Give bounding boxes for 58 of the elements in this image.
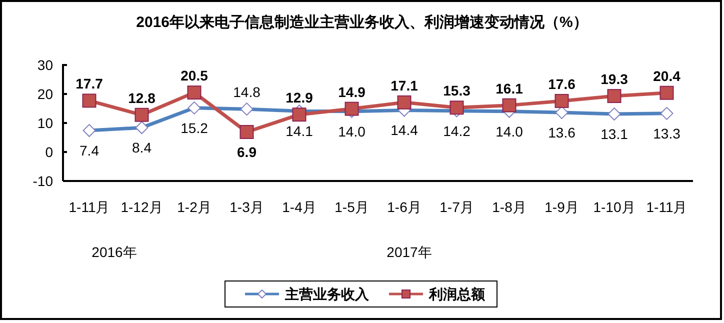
text: 2017年 <box>386 244 432 260</box>
data-label: 14.0 <box>338 123 366 140</box>
data-label: 17.6 <box>548 76 576 92</box>
point <box>554 94 569 108</box>
data-label: 14.1 <box>286 123 314 140</box>
data-label: 16.1 <box>496 80 524 96</box>
x-tick-label: 1-2月 <box>177 199 212 215</box>
data-label: 17.1 <box>390 77 418 94</box>
x-tick-label: 1-6月 <box>387 199 422 215</box>
data-label: 20.4 <box>653 68 681 84</box>
data-label: 19.3 <box>600 71 628 88</box>
point <box>502 98 516 112</box>
chart-title: 2016年以来电子信息制造业主营业务收入、利润增速变动情况（%） <box>136 13 588 31</box>
point <box>187 86 202 100</box>
data-label: 14.2 <box>443 122 471 139</box>
data-label: 14.8 <box>233 84 261 100</box>
x-tick-label: 1-10月 <box>593 199 636 215</box>
data-label: 20.5 <box>180 68 208 84</box>
point <box>397 95 412 110</box>
data-label: 14.0 <box>496 123 524 140</box>
data-label: 6.9 <box>237 144 257 160</box>
point <box>134 108 149 122</box>
y-tick-label: -10 <box>32 173 54 189</box>
y-tick-label: 20 <box>37 86 54 102</box>
point <box>240 124 254 139</box>
x-tick-label: 1-9月 <box>544 199 579 215</box>
data-label: 7.4 <box>80 142 100 159</box>
data-label: 14.9 <box>338 84 366 100</box>
data-label: 12.8 <box>128 90 156 106</box>
data-label: 14.4 <box>390 122 418 138</box>
point <box>660 86 674 100</box>
x-tick-label: 1-3月 <box>230 199 264 215</box>
x-tick-label: 1-8月 <box>492 199 526 215</box>
point <box>450 100 464 115</box>
x-tick-label: 1-12月 <box>120 199 163 215</box>
x-tick-label: 1-4月 <box>282 199 316 215</box>
point <box>607 89 622 104</box>
legend-label: 主营业务收入 <box>284 286 370 302</box>
x-tick-label: 1-7月 <box>440 199 474 215</box>
text: 2016年 <box>92 244 137 260</box>
data-label: 13.6 <box>548 124 576 141</box>
y-tick-label: 0 <box>45 144 54 160</box>
point <box>344 102 359 116</box>
legend-label: 利润总额 <box>428 286 486 302</box>
data-label: 12.9 <box>286 90 314 106</box>
data-label: 8.4 <box>132 140 152 156</box>
x-tick-label: 1-11月 <box>68 199 110 215</box>
x-tick-label: 1-11月 <box>646 199 688 215</box>
point <box>292 108 306 122</box>
y-tick-label: 10 <box>37 115 54 131</box>
y-tick-label: 30 <box>37 57 54 73</box>
data-label: 13.3 <box>653 125 681 142</box>
data-label: 13.1 <box>600 126 628 142</box>
data-label: 15.2 <box>180 120 208 136</box>
point <box>82 94 96 108</box>
data-label: 15.3 <box>443 82 471 99</box>
x-tick-label: 1-5月 <box>334 199 369 215</box>
data-label: 17.7 <box>76 76 104 92</box>
